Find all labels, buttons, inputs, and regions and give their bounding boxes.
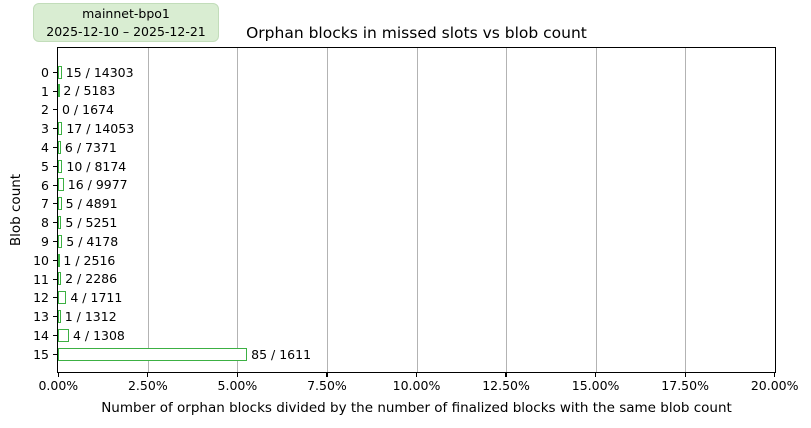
bar-value-label: 17 / 14053: [66, 120, 135, 136]
y-tick-label: 9: [41, 234, 49, 249]
y-tick-label: 11: [33, 271, 49, 287]
bar-blob-0: [58, 65, 62, 79]
y-tick-mark: [53, 165, 57, 167]
x-tick-mark: [774, 373, 776, 377]
gridline-12.50%: [506, 48, 508, 372]
x-axis-label: Number of orphan blocks divided by the n…: [101, 400, 732, 416]
bar-value-label: 4 / 1711: [70, 290, 123, 306]
bar-value-label: 2 / 2286: [65, 271, 118, 287]
bar-value-label: 4 / 1308: [72, 327, 125, 343]
y-tick-label: 6: [41, 177, 49, 193]
x-tick-label: 10.00%: [392, 378, 441, 393]
bar-value-label: 1 / 1312: [64, 308, 117, 324]
y-tick-label: 8: [41, 215, 49, 231]
bar-blob-15: [58, 347, 248, 361]
x-tick-label: 15.00%: [571, 378, 620, 393]
gridline-17.50%: [685, 48, 687, 372]
y-tick-label: 15: [33, 346, 49, 362]
y-tick-mark: [53, 109, 57, 111]
bar-value-label: 85 / 1611: [251, 346, 312, 362]
legend-badge: mainnet-bpo1 2025-12-10 – 2025-12-21: [33, 3, 219, 42]
bar-blob-6: [58, 178, 64, 192]
x-tick-mark: [505, 373, 507, 377]
bar-blob-7: [58, 197, 62, 211]
y-tick-label: 3: [41, 121, 49, 137]
bar-blob-12: [58, 291, 67, 305]
bar-blob-13: [58, 309, 61, 323]
bar-blob-5: [58, 159, 63, 173]
y-tick-label: 13: [33, 309, 49, 325]
y-tick-mark: [53, 203, 57, 205]
bar-value-label: 5 / 4178: [66, 233, 119, 249]
x-tick-label: 7.50%: [307, 378, 347, 393]
y-tick-label: 0: [41, 64, 49, 80]
y-tick-mark: [53, 90, 57, 92]
bar-blob-11: [58, 272, 62, 286]
y-tick-mark: [53, 316, 57, 318]
y-tick-label: 2: [41, 102, 49, 118]
gridline-2.50%: [147, 48, 149, 372]
bar-value-label: 15 / 14303: [65, 64, 134, 80]
y-tick-label: 7: [41, 196, 49, 212]
y-tick-label: 1: [41, 83, 49, 99]
chart-title: Orphan blocks in missed slots vs blob co…: [246, 24, 587, 42]
bar-value-label: 16 / 9977: [67, 177, 128, 193]
x-tick-label: 12.50%: [482, 378, 530, 393]
y-tick-mark: [53, 240, 57, 243]
bar-value-label: 6 / 7371: [64, 139, 117, 155]
x-tick-mark: [147, 373, 149, 377]
x-tick-mark: [326, 373, 328, 377]
y-tick-mark: [53, 259, 57, 261]
x-tick-mark: [684, 373, 686, 377]
bar-value-label: 5 / 5251: [65, 214, 118, 230]
bar-blob-10: [58, 253, 60, 267]
legend-daterange-label: 2025-12-10 – 2025-12-21: [46, 24, 206, 39]
y-tick-mark: [53, 128, 57, 130]
y-tick-mark: [53, 334, 57, 337]
x-tick-label: 2.50%: [127, 378, 168, 393]
gridline-10.00%: [416, 48, 418, 372]
bar-blob-14: [58, 328, 69, 342]
gridline-5.00%: [237, 48, 239, 372]
bar-value-label: 0 / 1674: [62, 102, 114, 118]
y-tick-mark: [53, 297, 57, 299]
y-tick-mark: [53, 71, 57, 73]
bar-value-label: 5 / 4891: [65, 196, 118, 212]
y-tick-label: 12: [33, 290, 49, 306]
bar-blob-9: [58, 234, 63, 248]
y-tick-mark: [53, 222, 57, 224]
y-tick-mark: [53, 278, 57, 280]
x-tick-label: 17.50%: [661, 378, 709, 393]
y-tick-label: 5: [41, 158, 49, 174]
y-tick-label: 14: [33, 328, 49, 343]
y-tick-mark: [53, 184, 57, 186]
x-tick-label: 0.00%: [38, 378, 79, 393]
x-tick-label: 20.00%: [750, 378, 799, 393]
x-tick-mark: [57, 373, 59, 377]
bar-value-label: 2 / 5183: [63, 83, 116, 99]
bar-blob-4: [58, 140, 61, 154]
y-tick-mark: [53, 353, 57, 355]
gridline-7.50%: [326, 48, 328, 372]
bar-blob-1: [58, 84, 60, 98]
x-tick-mark: [236, 373, 238, 377]
bar-blob-3: [58, 121, 63, 135]
y-tick-label: 4: [41, 140, 49, 155]
plot-area: 15 / 14303 2 / 5183 0 / 1674 17 / 14053 6 / …: [57, 47, 776, 373]
bar-value-label: 10 / 8174: [66, 158, 127, 174]
y-tick-mark: [53, 146, 57, 149]
legend-network-label: mainnet-bpo1: [82, 6, 170, 21]
x-tick-mark: [595, 373, 597, 377]
bar-blob-8: [58, 215, 62, 229]
gridline-15.00%: [595, 48, 597, 372]
bar-value-label: 1 / 2516: [63, 252, 116, 268]
x-tick-label: 5.00%: [217, 378, 258, 393]
y-tick-label: 10: [33, 252, 49, 268]
x-tick-mark: [415, 373, 418, 377]
